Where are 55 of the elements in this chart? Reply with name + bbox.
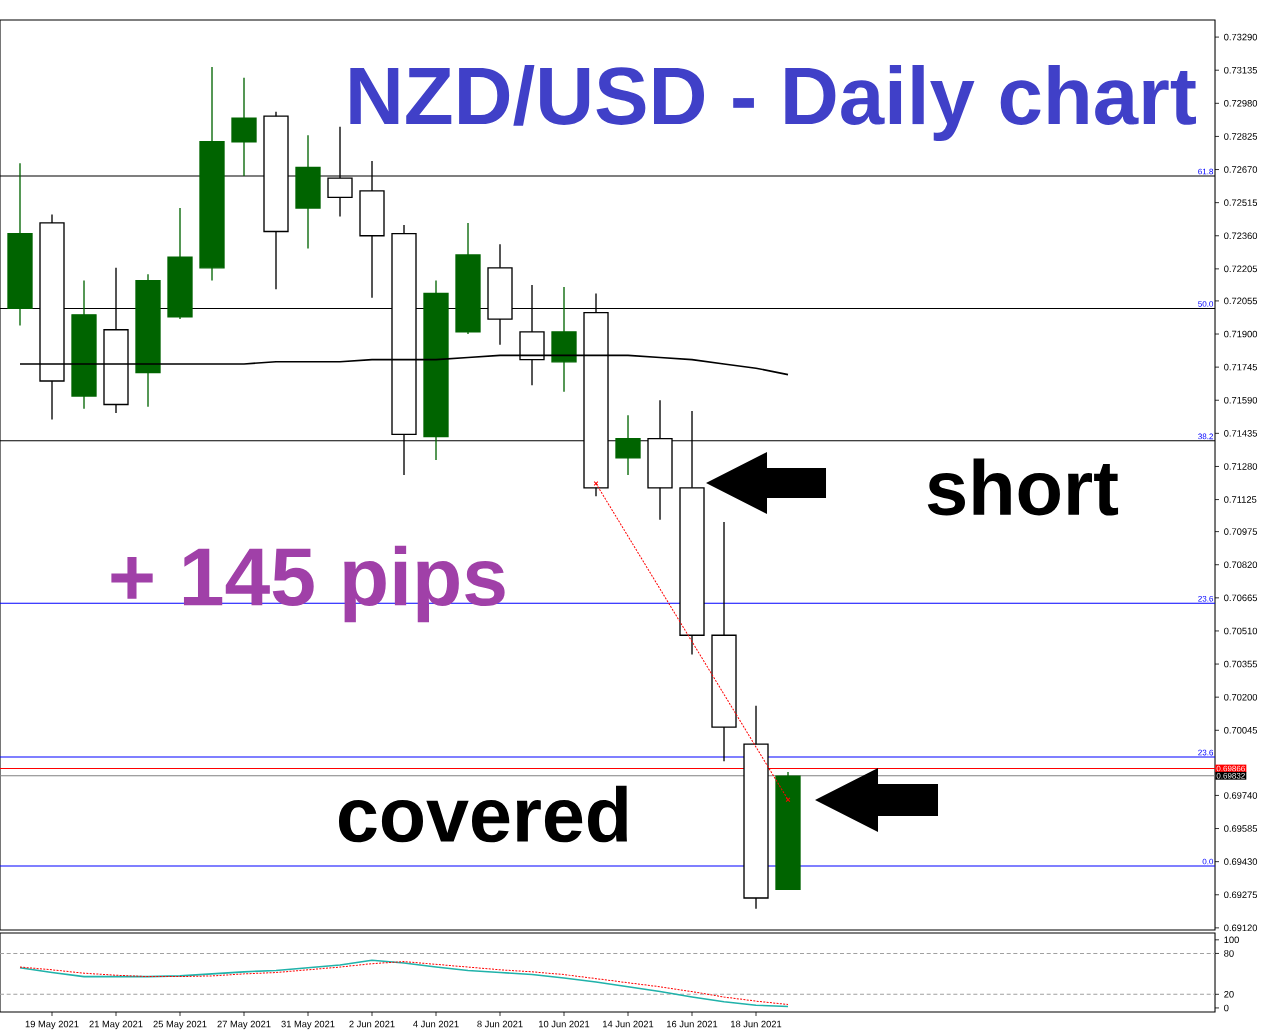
x-tick-label: 4 Jun 2021	[413, 1020, 459, 1028]
x-tick-label: 31 May 2021	[281, 1020, 335, 1030]
y-tick-label: 0.70355	[1224, 660, 1258, 668]
y-tick-label: 100	[1224, 936, 1239, 944]
y-tick-label: 0.71125	[1224, 496, 1257, 503]
x-tick-label: 25 May 2021	[153, 1020, 207, 1030]
y-tick-label: 0.72205	[1224, 265, 1258, 273]
text: 61.8	[1198, 168, 1214, 175]
y-tick-label: 0.69585	[1224, 825, 1258, 832]
y-tick-label: 0.69430	[1224, 858, 1258, 865]
y-tick-label: 0.72515	[1224, 199, 1258, 206]
x-tick-label: 19 May 2021	[25, 1020, 79, 1030]
ref-line-label: 0.69832	[1216, 772, 1245, 779]
y-tick-label: 80	[1224, 950, 1234, 957]
y-tick-label: 0.70510	[1224, 627, 1258, 635]
y-tick-label: 20	[1224, 991, 1234, 998]
y-tick-label: 0.71900	[1224, 330, 1258, 338]
text: 23.6	[1198, 595, 1214, 602]
y-tick-label: 0.73135	[1224, 66, 1258, 74]
text: NZD/USD - Daily chart	[350, 64, 1196, 142]
y-tick-label: 0.71745	[1224, 363, 1258, 371]
y-tick-label: 0.71435	[1224, 430, 1258, 437]
ref-line-label: 0.69866	[1216, 765, 1245, 772]
candlestick	[615, 414, 641, 476]
text: 50.0	[1198, 301, 1214, 307]
y-tick-label: 0.72360	[1224, 232, 1258, 240]
y-tick-label: 0.69740	[1224, 792, 1258, 799]
y-tick-label: 0.70665	[1224, 594, 1258, 602]
y-tick-label: 0.69275	[1224, 891, 1258, 899]
x-tick-label: 18 Jun 2021	[731, 1020, 782, 1028]
y-tick-label: 0.72980	[1224, 100, 1258, 107]
y-tick-label: 0.72825	[1224, 133, 1258, 140]
y-tick-label: 0.71590	[1224, 396, 1258, 404]
annotation: covered	[338, 785, 627, 843]
y-tick-label: 0	[1224, 1004, 1229, 1012]
text: 38.2	[1198, 433, 1214, 440]
y-tick-label: 0.72670	[1224, 166, 1258, 173]
x-tick-label: 27 May 2021	[217, 1020, 271, 1030]
y-tick-label: 0.72055	[1224, 297, 1258, 305]
y-tick-label: 0.70045	[1224, 726, 1258, 734]
x-tick-label: 8 Jun 2021	[477, 1020, 523, 1028]
text: 23.6	[1198, 749, 1214, 756]
x-tick-label: 2 Jun 2021	[349, 1020, 395, 1028]
x-tick-label: 21 May 2021	[89, 1020, 143, 1030]
x-tick-label: 10 Jun 2021	[539, 1020, 590, 1028]
y-tick-label: 0.69120	[1224, 924, 1258, 932]
x-tick-label: 16 Jun 2021	[667, 1020, 718, 1028]
y-tick-label: 0.70975	[1224, 528, 1258, 535]
y-tick-label: 0.71280	[1224, 463, 1258, 470]
text: 0.0	[1202, 858, 1214, 865]
y-tick-label: 0.70820	[1224, 561, 1258, 569]
y-tick-label: 0.70200	[1224, 693, 1258, 701]
x-tick-label: 14 Jun 2021	[603, 1020, 654, 1028]
y-tick-label: 0.73290	[1224, 33, 1258, 41]
text: short	[927, 458, 1119, 516]
